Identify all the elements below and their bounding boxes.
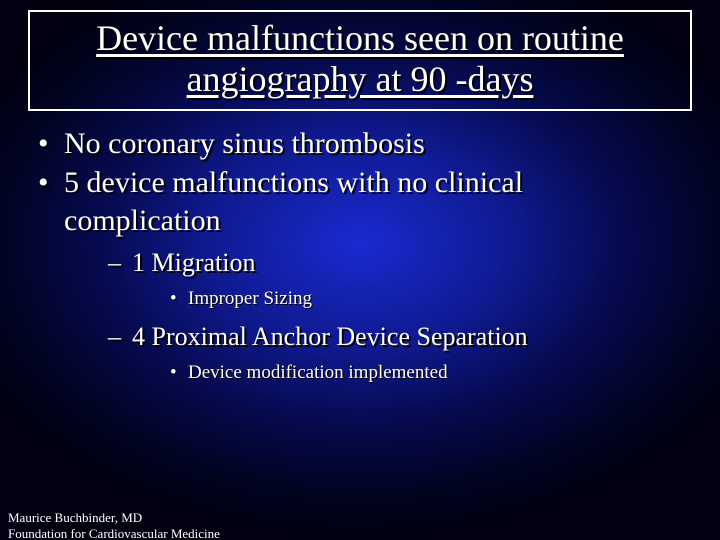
slide-title: Device malfunctions seen on routine angi…: [40, 18, 680, 101]
subsub-bullet-item: Improper Sizing: [168, 286, 686, 313]
subsub-bullet-text: Device modification implemented: [188, 362, 448, 383]
sub-bullet-item: 4 Proximal Anchor Device Separation Devi…: [106, 319, 686, 387]
subsub-bullet-item: Device modification implemented: [168, 360, 686, 387]
subsub-bullet-list: Improper Sizing: [168, 286, 686, 313]
footer-line-2: Foundation for Cardiovascular Medicine: [8, 526, 220, 540]
sub-bullet-item: 1 Migration Improper Sizing: [106, 245, 686, 313]
footer: Maurice Buchbinder, MD Foundation for Ca…: [8, 510, 220, 540]
bullet-item: No coronary sinus thrombosis: [34, 125, 686, 163]
sub-bullet-text: 1 Migration: [132, 248, 256, 277]
subsub-bullet-list: Device modification implemented: [168, 360, 686, 387]
bullet-item: 5 device malfunctions with no clinical c…: [34, 164, 686, 386]
footer-line-1: Maurice Buchbinder, MD: [8, 510, 220, 526]
slide: Device malfunctions seen on routine angi…: [0, 10, 720, 540]
bullet-text: No coronary sinus thrombosis: [64, 127, 425, 160]
title-box: Device malfunctions seen on routine angi…: [28, 10, 692, 111]
bullet-text: 5 device malfunctions with no clinical c…: [64, 166, 523, 237]
bullet-list: No coronary sinus thrombosis 5 device ma…: [34, 125, 686, 387]
sub-bullet-text: 4 Proximal Anchor Device Separation: [132, 322, 528, 351]
sub-bullet-list: 1 Migration Improper Sizing 4 Proximal A…: [106, 245, 686, 386]
content-area: No coronary sinus thrombosis 5 device ma…: [34, 125, 686, 387]
subsub-bullet-text: Improper Sizing: [188, 288, 312, 309]
